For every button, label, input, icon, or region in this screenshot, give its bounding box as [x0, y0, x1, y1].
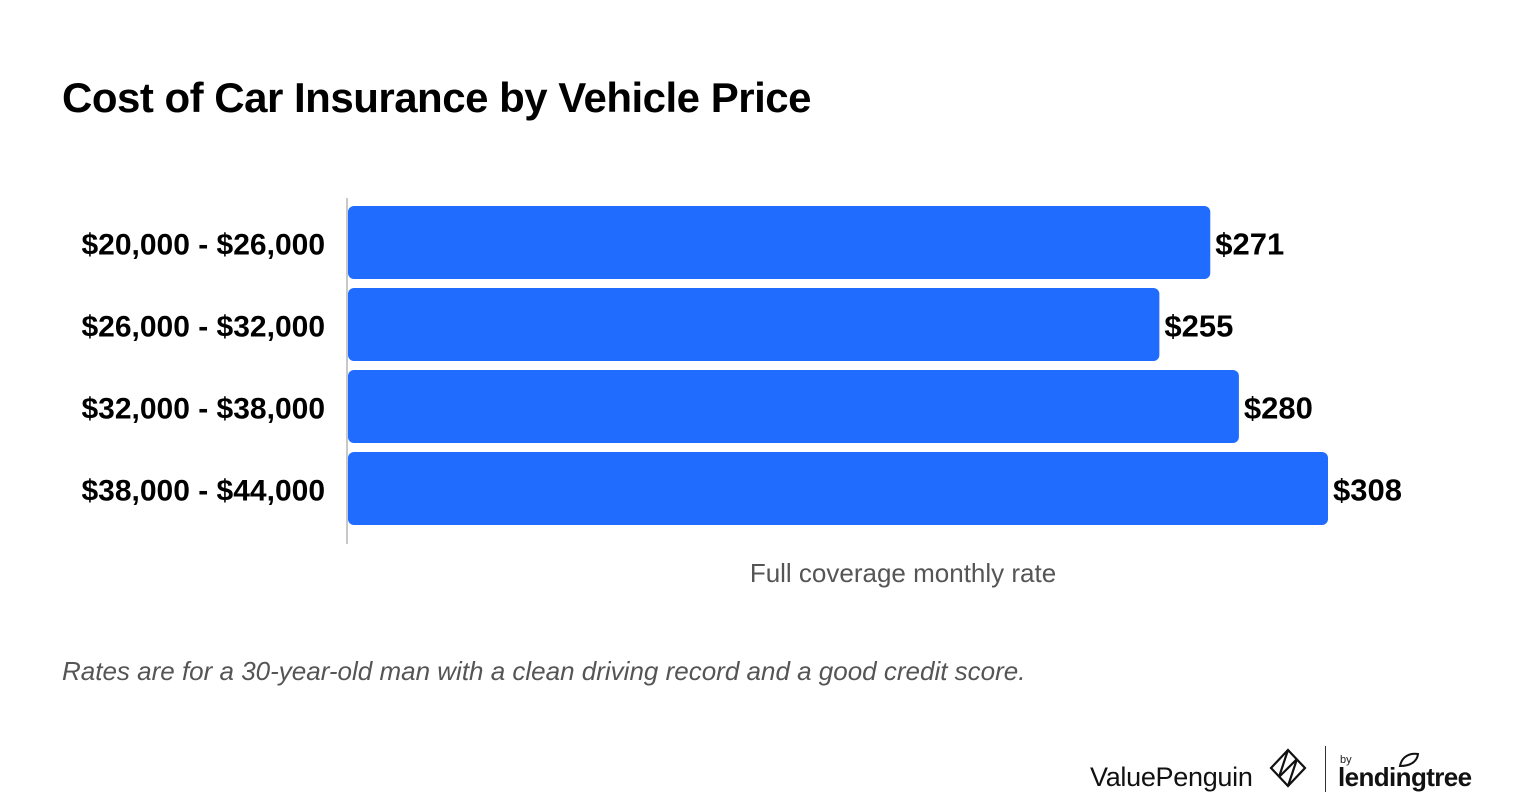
chart-caption: Rates are for a 30-year-old man with a c…: [62, 656, 1026, 686]
bar: [348, 370, 1239, 443]
bar: [348, 452, 1328, 525]
lendingtree-logo-text: lendingtree: [1338, 762, 1472, 792]
bar: [348, 206, 1211, 279]
by-label: by: [1340, 754, 1352, 766]
bar-value-label: $280: [1244, 391, 1313, 426]
valuepenguin-logo-text: ValuePenguin: [1090, 762, 1253, 792]
category-tick-label: $20,000 - $26,000: [81, 229, 325, 262]
x-axis-label: Full coverage monthly rate: [750, 558, 1056, 588]
bar: [348, 288, 1160, 361]
leaf-icon: [1398, 752, 1420, 768]
category-tick-label: $26,000 - $32,000: [81, 311, 325, 344]
category-tick-label: $32,000 - $38,000: [81, 393, 325, 426]
valuepenguin-logo-icon: [1269, 748, 1307, 788]
brand-divider: [1325, 746, 1326, 792]
bar-value-label: $271: [1215, 227, 1284, 262]
bar-value-label: $308: [1333, 473, 1402, 508]
bar-chart: $20,000 - $26,000 $271 $26,000 - $32,000 $2…: [81, 198, 1402, 588]
category-tick-label: $38,000 - $44,000: [81, 475, 325, 508]
bar-value-label: $255: [1164, 309, 1233, 344]
chart-title: Cost of Car Insurance by Vehicle Price: [62, 74, 811, 121]
